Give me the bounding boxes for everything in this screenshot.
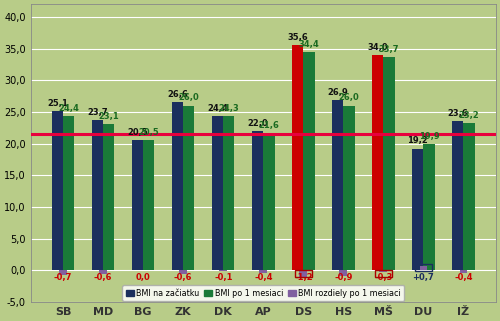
Bar xyxy=(452,121,464,270)
Text: -0,6: -0,6 xyxy=(174,273,193,282)
Text: -0,9: -0,9 xyxy=(334,273,352,282)
Text: 35,6: 35,6 xyxy=(288,32,308,41)
Bar xyxy=(340,270,347,276)
Bar xyxy=(92,120,103,270)
Bar xyxy=(424,144,434,270)
Text: 19,9: 19,9 xyxy=(418,132,440,141)
Bar xyxy=(212,116,224,270)
Bar xyxy=(412,149,424,270)
Legend: BMI na začiatku, BMI po 1 mesiaci, BMI rozdiely po 1 mesiaci: BMI na začiatku, BMI po 1 mesiaci, BMI r… xyxy=(122,285,404,301)
Bar xyxy=(344,106,354,270)
Text: 20,5: 20,5 xyxy=(127,128,148,137)
Bar xyxy=(59,270,67,275)
Text: -0,4: -0,4 xyxy=(254,273,272,282)
Text: 24,4: 24,4 xyxy=(207,103,228,113)
Text: 33,7: 33,7 xyxy=(379,45,400,54)
Text: 26,0: 26,0 xyxy=(178,93,199,102)
Bar xyxy=(292,45,304,270)
Text: -0,6: -0,6 xyxy=(94,273,112,282)
Text: 26,0: 26,0 xyxy=(338,93,359,102)
Bar xyxy=(380,270,388,272)
Bar xyxy=(372,55,384,270)
Bar xyxy=(252,131,264,270)
Bar xyxy=(172,102,183,270)
Text: -0,7: -0,7 xyxy=(54,273,72,282)
Text: 22,0: 22,0 xyxy=(248,119,268,128)
Text: 24,3: 24,3 xyxy=(218,104,239,113)
Text: 34,0: 34,0 xyxy=(368,43,388,52)
Bar xyxy=(52,111,63,270)
Text: 24,4: 24,4 xyxy=(58,103,79,113)
Text: 21,6: 21,6 xyxy=(258,121,280,130)
Bar xyxy=(300,270,308,278)
Bar xyxy=(332,100,344,270)
Bar xyxy=(103,124,115,270)
Text: 23,1: 23,1 xyxy=(98,112,119,121)
Text: 26,9: 26,9 xyxy=(328,88,348,97)
Bar xyxy=(220,270,227,271)
Bar xyxy=(143,140,154,270)
Bar xyxy=(464,123,474,270)
Text: 23,7: 23,7 xyxy=(87,108,108,117)
Bar xyxy=(384,57,394,270)
Text: 0,0: 0,0 xyxy=(136,273,150,282)
Bar xyxy=(224,116,234,270)
Text: 23,6: 23,6 xyxy=(448,108,468,117)
Text: 23,2: 23,2 xyxy=(458,111,479,120)
Text: 19,2: 19,2 xyxy=(408,136,428,145)
Bar xyxy=(304,52,314,270)
Text: -0,4: -0,4 xyxy=(454,273,472,282)
Bar xyxy=(420,266,428,270)
Text: 34,4: 34,4 xyxy=(298,40,320,49)
Bar xyxy=(132,140,143,270)
Text: 26,6: 26,6 xyxy=(167,90,188,99)
Text: 20,5: 20,5 xyxy=(138,128,159,137)
Text: +0,7: +0,7 xyxy=(412,273,434,282)
Text: -1,2: -1,2 xyxy=(294,273,312,282)
Text: -0,1: -0,1 xyxy=(214,273,233,282)
Bar xyxy=(99,270,107,274)
Bar xyxy=(183,106,194,270)
Text: 25,1: 25,1 xyxy=(47,99,68,108)
Bar xyxy=(63,116,74,270)
Bar xyxy=(260,270,267,273)
Bar xyxy=(460,270,468,273)
Bar xyxy=(180,270,187,274)
Bar xyxy=(264,134,274,270)
Text: -0,3: -0,3 xyxy=(374,273,392,282)
